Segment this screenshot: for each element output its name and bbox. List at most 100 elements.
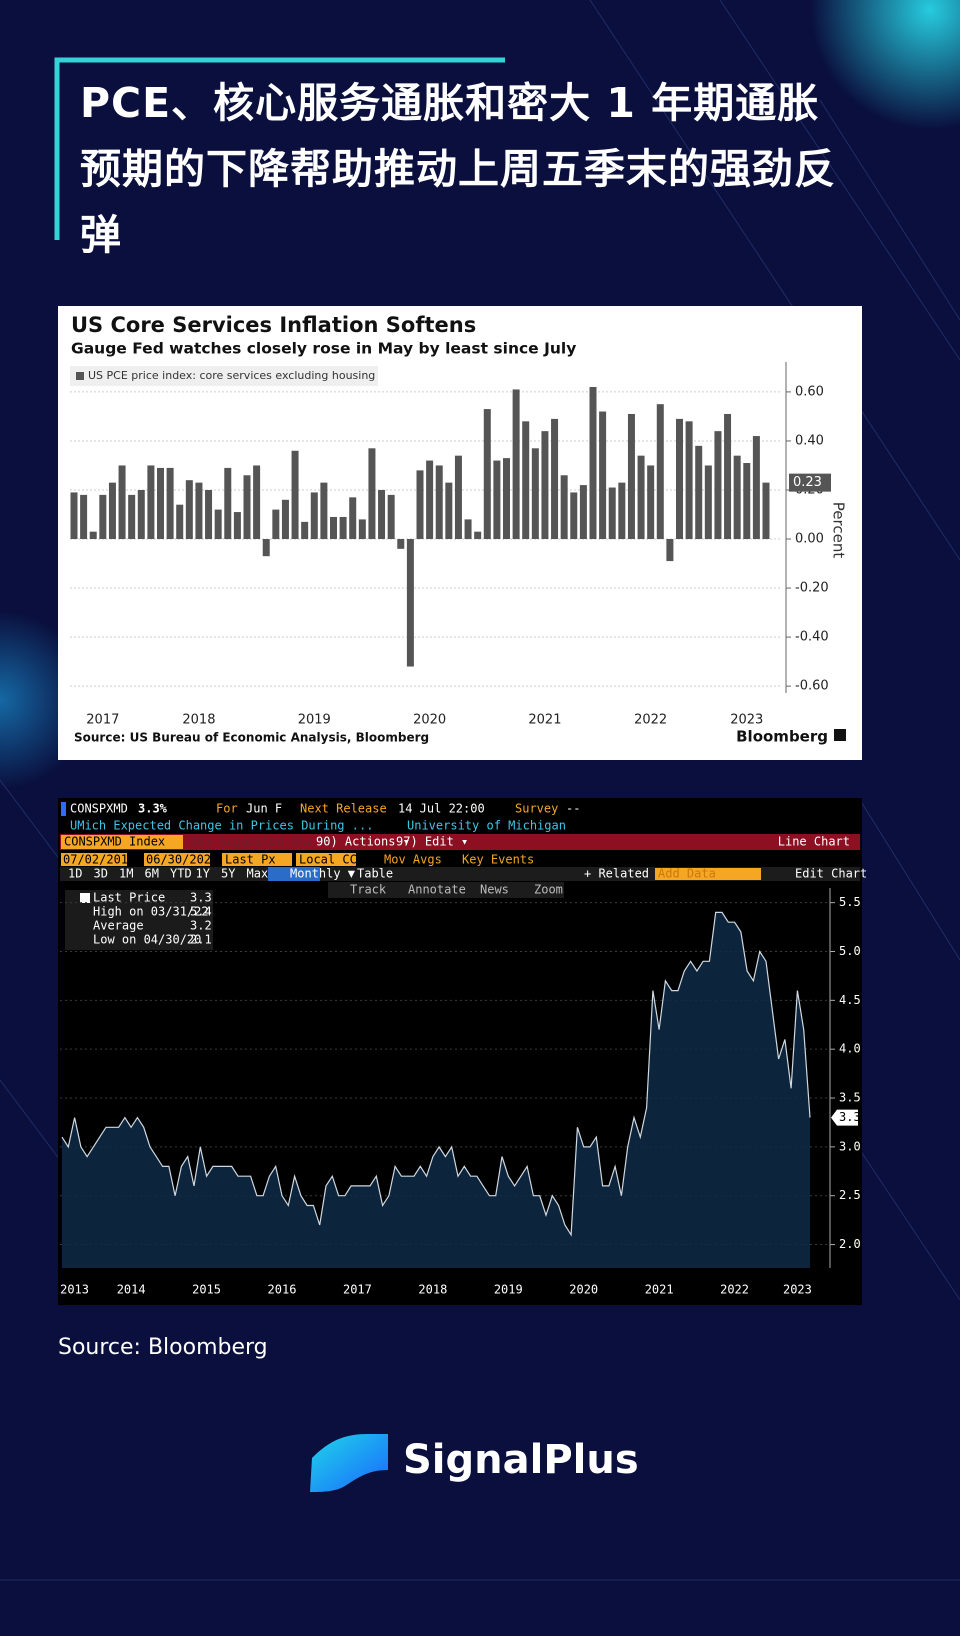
bar xyxy=(560,475,568,540)
bar xyxy=(253,465,261,540)
decor-lines xyxy=(0,0,960,1581)
x-tick-label: 2023 xyxy=(730,713,763,728)
bar xyxy=(608,487,616,540)
tool-button[interactable]: Zoom xyxy=(534,883,563,897)
bar xyxy=(435,465,443,540)
menu-item[interactable]: 90) Actions ▾ xyxy=(316,835,410,849)
x-tick-label: 2013 xyxy=(60,1283,89,1297)
legend-swatch xyxy=(76,372,84,380)
bar xyxy=(301,521,309,540)
add-data[interactable]: Add Data xyxy=(658,867,716,881)
bar xyxy=(272,509,280,540)
logo-text: SignalPlus xyxy=(403,1437,639,1483)
label: Survey xyxy=(515,802,558,816)
bar xyxy=(656,404,664,540)
table[interactable]: Table xyxy=(357,867,393,881)
legend-swatch xyxy=(80,893,90,903)
start-date[interactable]: 07/02/2013 xyxy=(63,853,135,867)
bar xyxy=(762,482,770,540)
ticker: CONSPXMD xyxy=(70,802,128,816)
value-tag-label: 3.3 xyxy=(839,1110,861,1124)
range-button[interactable]: 1Y xyxy=(196,867,211,881)
bar xyxy=(579,485,587,540)
x-tick-label: 2023 xyxy=(783,1283,812,1297)
y-tick-label: 4.5 xyxy=(839,993,861,1007)
bar xyxy=(406,539,414,667)
x-tick-label: 2018 xyxy=(182,713,215,728)
end-date[interactable]: 06/30/2023 xyxy=(146,853,218,867)
page-title: PCE、核心服务通胀和密大 1 年期通胀预期的下降帮助推动上周五季末的强劲反弹 xyxy=(80,79,836,259)
bar xyxy=(704,465,712,540)
bar xyxy=(551,418,559,540)
bar xyxy=(531,448,539,540)
menu-item[interactable]: 98) Suggested Charts xyxy=(190,835,335,849)
bar xyxy=(743,463,751,540)
add-data-box xyxy=(655,868,761,880)
bar xyxy=(176,504,184,540)
value-tag xyxy=(789,473,831,492)
bar xyxy=(80,494,88,540)
bar xyxy=(445,482,453,540)
bar xyxy=(281,499,289,540)
security[interactable]: CONSPXMD Index xyxy=(64,835,165,849)
period[interactable]: Monthly ▼ xyxy=(290,867,356,881)
bar xyxy=(397,539,405,549)
x-tick-label: 2019 xyxy=(494,1283,523,1297)
glow xyxy=(810,0,960,130)
bar xyxy=(724,413,732,540)
stat-value: 5.4 xyxy=(190,905,212,919)
field-box xyxy=(222,853,292,866)
edit-chart[interactable]: Edit Chart xyxy=(795,867,867,881)
range-button[interactable]: 1D xyxy=(68,867,82,881)
bar xyxy=(233,512,241,540)
bar xyxy=(454,455,462,540)
x-tick-label: 2020 xyxy=(569,1283,598,1297)
bar xyxy=(339,516,347,540)
option[interactable]: Key Events xyxy=(462,853,534,867)
stat-value: 3.2 xyxy=(190,919,212,933)
chart-type[interactable]: Line Chart xyxy=(778,835,850,849)
legend-box xyxy=(70,366,378,386)
range-button[interactable]: YTD xyxy=(170,867,192,881)
logo-icon xyxy=(310,1434,388,1492)
range-button[interactable]: Max xyxy=(247,867,269,881)
tool-button[interactable]: Track xyxy=(350,883,387,897)
bar xyxy=(118,465,126,540)
y-tick-label: -0.20 xyxy=(795,581,829,596)
currency[interactable]: Local CCY xyxy=(299,853,365,867)
range-button[interactable]: 1M xyxy=(119,867,133,881)
bar xyxy=(483,409,491,540)
bar xyxy=(387,494,395,540)
x-tick-label: 2021 xyxy=(528,713,561,728)
label: For xyxy=(216,802,238,816)
bar xyxy=(368,448,376,540)
bar xyxy=(474,531,482,540)
value-tag xyxy=(831,1109,858,1126)
bar xyxy=(512,389,520,540)
bar xyxy=(205,489,213,540)
tool-button[interactable]: Annotate xyxy=(408,883,466,897)
y-tick-label: 2.5 xyxy=(839,1188,861,1202)
option[interactable]: Mov Avgs xyxy=(384,853,442,867)
stat-label: Low on 04/30/20 xyxy=(93,933,201,947)
x-tick-label: 2016 xyxy=(268,1283,297,1297)
bar xyxy=(464,519,472,540)
menu-item[interactable]: 97) Edit ▾ xyxy=(396,835,468,849)
chart-subtitle: Gauge Fed watches closely rose in May by… xyxy=(71,340,576,358)
range-button[interactable]: 3D xyxy=(94,867,108,881)
range-button[interactable]: 5Y xyxy=(221,867,236,881)
value: -- xyxy=(566,802,580,816)
legend-label: US PCE price index: core services exclud… xyxy=(88,369,375,382)
range-button[interactable]: 6M xyxy=(145,867,159,881)
bar xyxy=(108,482,116,540)
bar xyxy=(378,489,386,540)
bar xyxy=(541,431,549,540)
bar xyxy=(627,413,635,540)
bar xyxy=(166,467,174,540)
value-tag-label: 0.23 xyxy=(793,475,822,490)
field[interactable]: Last Px xyxy=(225,853,276,867)
x-tick-label: 2019 xyxy=(298,713,331,728)
source: Source: US Bureau of Economic Analysis, … xyxy=(74,731,429,745)
y-tick-label: 3.0 xyxy=(839,1139,861,1153)
tool-button[interactable]: News xyxy=(480,883,509,897)
